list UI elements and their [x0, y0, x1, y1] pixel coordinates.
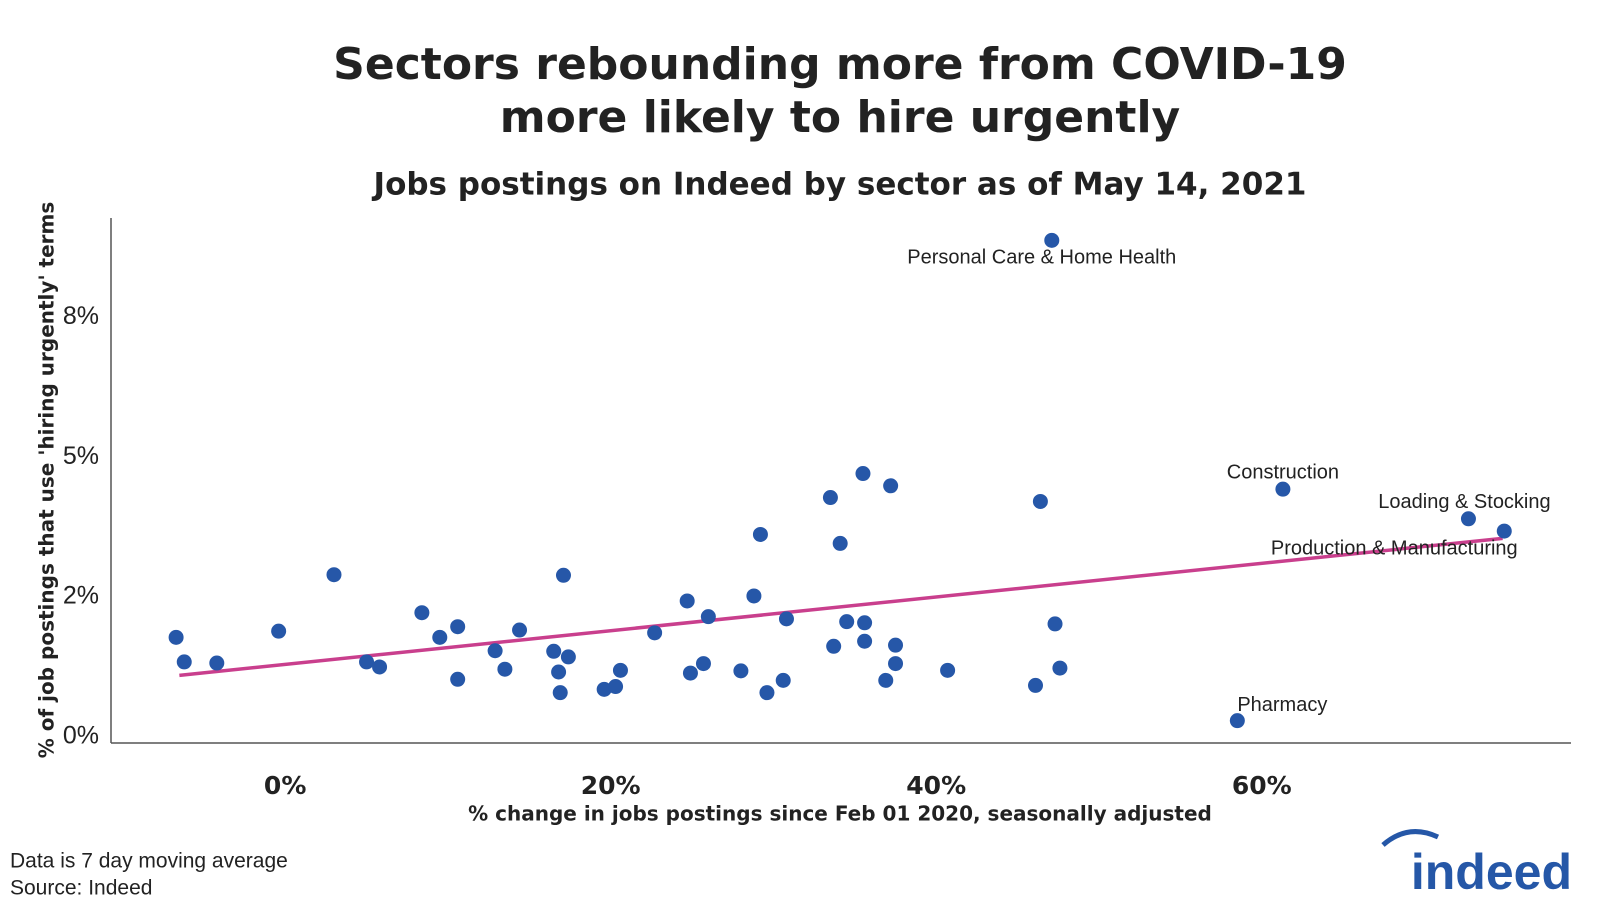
point: [775, 672, 791, 688]
point: [1460, 511, 1476, 527]
chart-title: Sectors rebounding more from COVID-19: [333, 39, 1347, 90]
point: [857, 633, 873, 649]
point: [271, 623, 287, 639]
x-tick-label: 40%: [906, 771, 966, 800]
point: [372, 659, 388, 675]
point: [759, 685, 775, 701]
point: [612, 662, 628, 678]
point: [832, 535, 848, 551]
point: [1047, 616, 1063, 632]
point: [878, 672, 894, 688]
point: [555, 567, 571, 583]
point: [512, 622, 528, 638]
logo-arc: [1381, 829, 1440, 847]
point: [450, 671, 466, 687]
chart-title: more likely to hire urgently: [500, 92, 1180, 143]
point: [839, 614, 855, 630]
point: [487, 643, 503, 659]
point: [596, 681, 612, 697]
point: [733, 663, 749, 679]
point: [546, 643, 562, 659]
point: [883, 478, 899, 494]
footnote: Data is 7 day moving average: [10, 850, 288, 873]
chart-subtitle: Jobs postings on Indeed by sector as of …: [372, 167, 1307, 203]
point: [822, 490, 838, 506]
point: [432, 629, 448, 645]
point: [746, 588, 762, 604]
annotation: Pharmacy: [1237, 694, 1327, 716]
point: [695, 656, 711, 672]
y-tick-label: 5%: [63, 442, 99, 470]
point: [752, 526, 768, 542]
point: [778, 611, 794, 627]
point: [1028, 677, 1044, 693]
trend-line: [179, 536, 1503, 678]
point: [888, 656, 904, 672]
point: [176, 654, 192, 670]
annotation: Construction: [1227, 461, 1339, 483]
point: [1032, 493, 1048, 509]
point: [326, 567, 342, 583]
point: [1496, 523, 1512, 539]
point: [855, 466, 871, 482]
y-tick-label: 8%: [63, 302, 99, 330]
x-tick-label: 0%: [264, 771, 306, 800]
annotation: Personal Care & Home Health: [907, 247, 1176, 269]
point: [1229, 713, 1245, 729]
point: [450, 619, 466, 635]
point: [414, 605, 430, 621]
point: [1275, 481, 1291, 497]
y-tick-label: 2%: [63, 582, 99, 610]
x-tick-label: 20%: [581, 771, 641, 800]
y-tick-label: 0%: [63, 721, 99, 749]
x-tick-label: 60%: [1232, 771, 1292, 800]
point: [168, 629, 184, 645]
point: [700, 609, 716, 625]
x-axis-label: % change in jobs postings since Feb 01 2…: [468, 802, 1212, 826]
y-axis-label: % of job postings that use 'hiring urgen…: [35, 202, 59, 759]
point: [560, 649, 576, 665]
point: [857, 615, 873, 631]
point: [647, 625, 663, 641]
point: [497, 661, 513, 677]
annotation: Loading & Stocking: [1378, 491, 1550, 513]
point: [359, 654, 375, 670]
logo: indeed: [1411, 844, 1572, 900]
point: [552, 685, 568, 701]
point: [551, 664, 567, 680]
point: [826, 638, 842, 654]
point: [682, 665, 698, 681]
annotation: Production & Manufacturing: [1271, 537, 1518, 559]
footnote: Source: Indeed: [10, 877, 152, 900]
point: [888, 637, 904, 653]
point: [608, 679, 624, 695]
point: [679, 593, 695, 609]
point: [1044, 232, 1060, 248]
point: [940, 662, 956, 678]
point: [1052, 660, 1068, 676]
point: [209, 655, 225, 671]
